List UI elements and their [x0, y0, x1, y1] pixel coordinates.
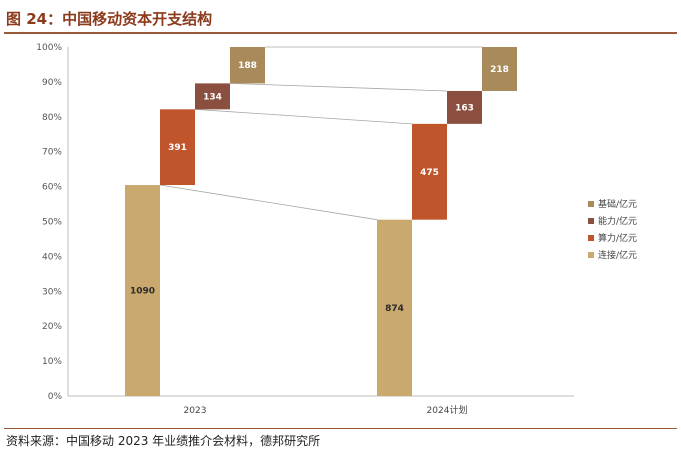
y-tick-label: 80%	[42, 113, 62, 123]
y-tick-label: 50%	[42, 218, 62, 228]
bar-2024计划-3	[482, 47, 517, 91]
connector-line	[229, 82, 448, 92]
connector-line	[159, 184, 378, 221]
source-rule	[4, 428, 677, 429]
legend-swatch	[588, 235, 594, 241]
title-rule	[4, 32, 677, 34]
data-label: 134	[203, 92, 222, 102]
y-tick-label: 60%	[42, 183, 62, 193]
x-tick-label: 2023	[184, 406, 207, 416]
bar-2024计划-2	[447, 90, 482, 124]
y-tick-label: 30%	[42, 287, 62, 297]
y-tick-label: 90%	[42, 78, 62, 88]
y-tick-label: 70%	[42, 148, 62, 158]
bar-2024计划-1	[412, 123, 447, 220]
legend-label: 能力/亿元	[598, 215, 637, 227]
data-label: 188	[238, 61, 257, 71]
source-note: 资料来源：中国移动 2023 年业绩推介会材料，德邦研究所	[6, 434, 321, 448]
bar-2023-0	[125, 185, 160, 396]
legend-swatch	[588, 252, 594, 258]
legend-swatch	[588, 218, 594, 224]
bar-2023-3	[230, 47, 265, 84]
y-tick-label: 0%	[48, 392, 63, 402]
data-label: 475	[420, 168, 439, 178]
connector-line	[194, 108, 413, 125]
data-label: 218	[490, 65, 509, 75]
data-label: 391	[168, 143, 187, 153]
y-tick-label: 100%	[36, 43, 62, 53]
x-tick-label: 2024计划	[427, 404, 468, 416]
legend-label: 基础/亿元	[598, 198, 637, 210]
y-tick-label: 40%	[42, 252, 62, 262]
bar-2024计划-0	[377, 219, 412, 396]
data-label: 874	[385, 304, 404, 314]
y-tick-label: 10%	[42, 357, 62, 367]
legend-label: 算力/亿元	[598, 232, 637, 244]
bar-2023-1	[160, 109, 195, 186]
bar-2023-2	[195, 83, 230, 110]
figure-title: 图 24：中国移动资本开支结构	[6, 10, 213, 28]
y-tick-label: 20%	[42, 322, 62, 332]
legend-swatch	[588, 201, 594, 207]
data-label: 163	[455, 103, 474, 113]
data-label: 1090	[130, 287, 155, 297]
legend-label: 连接/亿元	[598, 249, 637, 261]
